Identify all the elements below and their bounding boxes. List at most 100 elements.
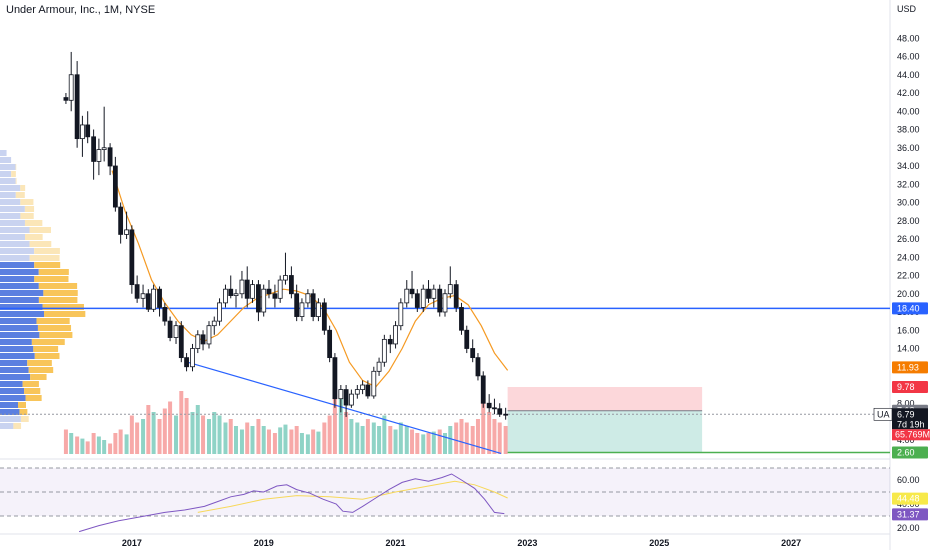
volume-bar xyxy=(327,415,332,454)
candle xyxy=(145,289,151,312)
y-tick-label: 22.00 xyxy=(897,271,920,281)
volume-profile-bar xyxy=(0,164,16,170)
candle xyxy=(173,321,179,344)
volume-bar xyxy=(245,422,250,454)
volume-bar xyxy=(289,429,294,454)
y-tick-label: 26.00 xyxy=(897,234,920,244)
candle xyxy=(470,339,476,363)
candle-body xyxy=(68,74,74,101)
candle xyxy=(371,366,377,399)
candle-body xyxy=(173,325,179,338)
volume-profile-bar xyxy=(42,304,84,310)
volume-bar xyxy=(497,422,502,454)
volume-bar xyxy=(102,440,107,454)
candle xyxy=(272,284,278,308)
candle-body xyxy=(140,293,146,299)
candle xyxy=(167,316,173,342)
volume-profile-bar xyxy=(0,388,25,394)
volume-badge: 65.769M xyxy=(895,429,930,439)
volume-bar xyxy=(371,422,376,454)
volume-bar xyxy=(459,419,464,454)
volume-profile-bar xyxy=(29,255,60,261)
rsi-badge-bg xyxy=(892,508,928,521)
volume-bar xyxy=(344,412,349,454)
volume-bar xyxy=(470,426,475,454)
volume-bar xyxy=(184,398,189,454)
volume-profile-bar xyxy=(0,276,35,282)
volume-profile-bar xyxy=(0,171,12,177)
volume-profile-bar xyxy=(20,199,34,205)
volume-profile-bar xyxy=(31,339,65,345)
volume-bar xyxy=(448,426,453,454)
candles xyxy=(63,51,509,420)
candle-body xyxy=(398,302,404,327)
volume-profile-bar xyxy=(19,409,28,415)
candle-body xyxy=(80,124,85,140)
candle-body xyxy=(200,334,206,345)
candle-body xyxy=(195,334,201,349)
volume-bar xyxy=(124,434,129,454)
volume-bar xyxy=(223,422,228,454)
price-badge-bg xyxy=(892,361,928,374)
volume-profile-bar xyxy=(15,192,25,198)
volume-profile-bar xyxy=(38,283,78,289)
volume-profile-bar xyxy=(0,423,14,429)
candle xyxy=(211,316,217,335)
candle xyxy=(266,280,272,299)
rsi-ma-badge: 44.48 xyxy=(892,492,928,505)
candle-body xyxy=(283,275,288,281)
volume-bar xyxy=(349,419,354,454)
volume-bar xyxy=(239,429,244,454)
volume-profile-bar xyxy=(0,206,25,212)
candle xyxy=(486,394,492,413)
y-tick-label: 34.00 xyxy=(897,161,920,171)
volume-bar xyxy=(338,398,343,454)
candle xyxy=(101,106,107,162)
candle xyxy=(480,371,486,408)
volume-bar xyxy=(261,426,266,454)
candle-body xyxy=(310,293,316,317)
volume-profile-bar xyxy=(0,367,29,373)
volume-bar xyxy=(118,429,123,454)
candle xyxy=(497,403,503,417)
volume-profile-bar xyxy=(0,213,21,219)
candle xyxy=(118,202,124,244)
volume-profile-bar xyxy=(0,318,37,324)
candle xyxy=(393,321,398,349)
target-zone xyxy=(507,410,703,453)
volume-profile-bar xyxy=(0,248,35,254)
rsi-line xyxy=(78,473,505,533)
volume-bar xyxy=(157,419,162,454)
price-badge: 9.78 xyxy=(892,381,928,394)
volume-profile-bar xyxy=(0,192,16,198)
volume-bar xyxy=(69,433,74,454)
candle-body xyxy=(426,288,431,299)
volume-bar xyxy=(311,429,316,454)
x-tick-label: 2021 xyxy=(386,538,406,548)
candle xyxy=(178,321,184,363)
last-price-bg xyxy=(892,408,928,430)
candle-body xyxy=(118,206,124,235)
candle xyxy=(107,143,113,176)
rsi-tick-label: 60.00 xyxy=(897,475,920,485)
x-tick-label: 2019 xyxy=(254,538,274,548)
volume-bar xyxy=(426,433,431,454)
candle xyxy=(437,284,443,317)
volume-bar xyxy=(481,394,486,454)
candle-body xyxy=(503,413,509,416)
candle-body xyxy=(294,293,300,317)
candle xyxy=(376,357,382,376)
candle-body xyxy=(420,288,426,308)
volume-bar xyxy=(190,412,195,454)
volume-bar xyxy=(212,412,217,454)
candle xyxy=(348,389,354,408)
candle-body xyxy=(486,402,492,409)
candle-body xyxy=(338,389,344,400)
volume-bar xyxy=(151,412,156,454)
y-tick-label: 8.00 xyxy=(897,398,915,408)
volume-bar xyxy=(141,419,146,454)
candle-body xyxy=(305,293,311,304)
candle-body xyxy=(190,348,195,368)
candle xyxy=(151,284,157,312)
